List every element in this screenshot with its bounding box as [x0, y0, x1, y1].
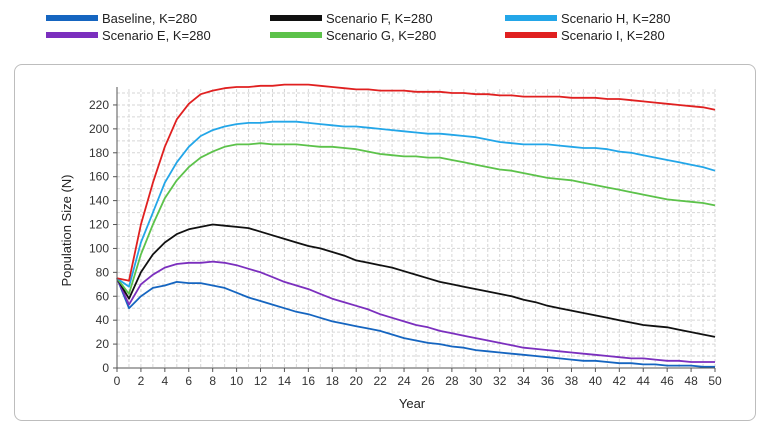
y-tick-label: 220: [89, 98, 109, 112]
legend-label-scenario-e: Scenario E, K=280: [102, 27, 211, 43]
y-tick-label: 60: [96, 289, 110, 303]
x-tick-label: 12: [254, 374, 268, 388]
series-line-scenario-i: [116, 83, 716, 282]
series-line-scenario-g: [116, 142, 716, 295]
legend-swatch-scenario-e: [46, 32, 98, 38]
legend-item-scenario-i: Scenario I, K=280: [505, 27, 665, 43]
legend-label-scenario-f: Scenario F, K=280: [326, 10, 433, 26]
x-tick-label: 2: [138, 374, 145, 388]
x-tick-label: 16: [302, 374, 316, 388]
x-tick-label: 14: [278, 374, 292, 388]
x-tick-label: 18: [326, 374, 340, 388]
x-tick-label: 48: [684, 374, 698, 388]
legend-swatch-baseline: [46, 15, 98, 21]
y-tick-label: 40: [96, 313, 110, 327]
x-tick-label: 44: [637, 374, 651, 388]
y-tick-label: 80: [96, 265, 110, 279]
x-tick-label: 0: [114, 374, 121, 388]
x-tick-label: 42: [613, 374, 627, 388]
x-tick-label: 38: [565, 374, 579, 388]
x-tick-label: 6: [185, 374, 192, 388]
x-axis-title: Year: [399, 396, 426, 411]
legend-item-scenario-e: Scenario E, K=280: [46, 27, 211, 43]
x-tick-label: 34: [517, 374, 531, 388]
legend-item-scenario-g: Scenario G, K=280: [270, 27, 436, 43]
legend-swatch-scenario-h: [505, 15, 557, 21]
x-tick-label: 20: [350, 374, 364, 388]
y-tick-label: 0: [102, 361, 109, 375]
series-line-scenario-e: [116, 260, 715, 363]
legend-item-scenario-f: Scenario F, K=280: [270, 10, 433, 26]
legend-label-scenario-g: Scenario G, K=280: [326, 27, 437, 43]
series-line-baseline: [116, 277, 715, 368]
y-tick-label: 200: [89, 122, 109, 136]
chart-legend: Baseline, K=280 Scenario E, K=280 Scenar…: [0, 0, 761, 50]
y-tick-label: 20: [96, 337, 110, 351]
x-tick-label: 36: [541, 374, 555, 388]
chart-panel: 0 2 4 6 8 10 12 14 16 18 20 22 24 26 28 30 32 34 36 38 40 42 4…: [14, 64, 756, 421]
legend-swatch-scenario-g: [270, 32, 322, 38]
y-tick-label: 140: [89, 194, 109, 208]
x-tick-label: 24: [397, 374, 411, 388]
series-line-scenario-h: [116, 120, 716, 288]
x-tick-label: 4: [161, 374, 168, 388]
x-tick-label: 8: [209, 374, 216, 388]
y-tick-label: 180: [89, 146, 109, 160]
x-tick-label: 10: [230, 374, 244, 388]
x-tick-label: 40: [589, 374, 603, 388]
y-tick-label: 120: [89, 218, 109, 232]
legend-label-baseline: Baseline, K=280: [102, 10, 198, 26]
legend-label-scenario-i: Scenario I, K=280: [561, 27, 665, 43]
legend-item-scenario-h: Scenario H, K=280: [505, 10, 670, 26]
line-chart: 0 2 4 6 8 10 12 14 16 18 20 22 24 26 28 30 32 34 36 38 40 42 4…: [59, 83, 722, 411]
y-tick-label: 100: [89, 241, 109, 255]
x-tick-label: 22: [373, 374, 387, 388]
x-tick-label: 32: [493, 374, 507, 388]
x-tick-label: 46: [660, 374, 674, 388]
y-tick-label: 160: [89, 170, 109, 184]
x-tick-label: 28: [445, 374, 459, 388]
legend-swatch-scenario-f: [270, 15, 322, 21]
series-line-scenario-f: [116, 223, 716, 338]
legend-label-scenario-h: Scenario H, K=280: [561, 10, 671, 26]
legend-swatch-scenario-i: [505, 32, 557, 38]
x-tick-label: 50: [708, 374, 722, 388]
legend-item-baseline: Baseline, K=280: [46, 10, 197, 26]
y-axis-title: Population Size (N): [59, 175, 74, 287]
x-tick-label: 30: [469, 374, 483, 388]
x-tick-label: 26: [421, 374, 435, 388]
